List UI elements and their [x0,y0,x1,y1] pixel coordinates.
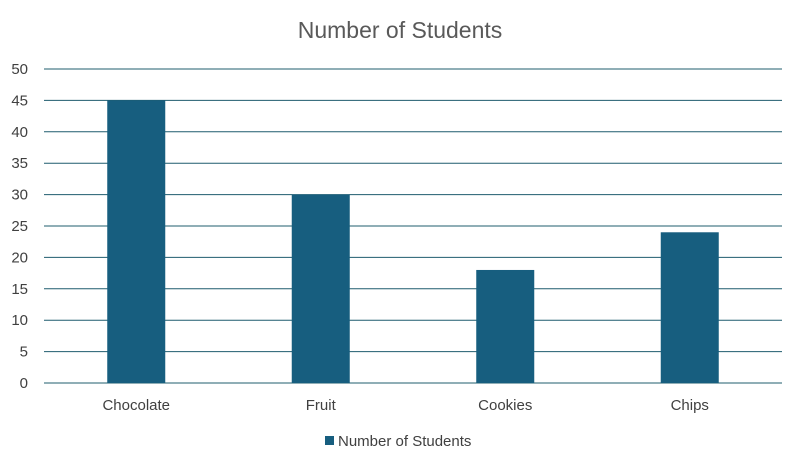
bar-chocolate [107,100,166,384]
y-tick-label: 50 [11,61,28,78]
y-tick-label: 20 [11,249,28,266]
y-tick-label: 45 [11,92,28,109]
x-tick-label-chips: Chips [671,397,709,414]
y-tick-label: 5 [20,344,28,361]
y-tick-label: 30 [11,187,28,204]
y-axis-tick-labels: 0 5 10 15 20 25 30 35 40 45 50 [11,61,28,392]
y-tick-label: 40 [11,124,28,141]
y-tick-label: 15 [11,281,28,298]
x-tick-label-cookies: Cookies [478,397,532,414]
x-axis-tick-labels: Chocolate Fruit Cookies Chips [102,397,708,414]
y-tick-label: 35 [11,155,28,172]
legend-swatch [325,436,334,445]
bar-chips [660,232,719,383]
y-tick-label: 10 [11,312,28,329]
y-tick-label: 25 [11,218,28,235]
legend-label: Number of Students [338,433,471,450]
chart-title: Number of Students [298,17,503,43]
x-tick-label-chocolate: Chocolate [102,397,170,414]
x-tick-label-fruit: Fruit [306,397,337,414]
y-tick-label: 0 [20,375,28,392]
bar-cookies [476,269,535,383]
legend: Number of Students [325,433,471,450]
bar-fruit [291,194,350,383]
bars [107,100,719,384]
gridlines [44,68,782,384]
